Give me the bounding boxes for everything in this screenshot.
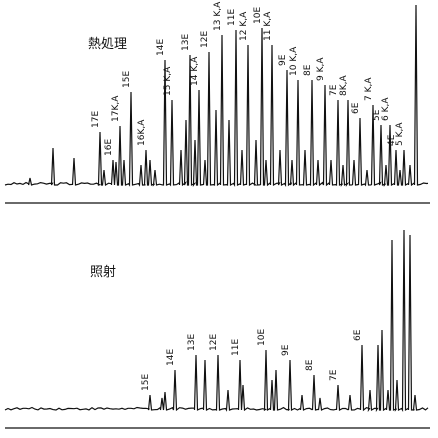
peak-label: 17E [91,111,101,128]
peak-label: 12E [209,334,219,351]
peak-label: 8E [303,64,313,76]
peak-label: 13E [181,34,191,51]
peak-label: 4E [387,134,397,146]
peak-label: 12E [200,31,210,48]
peak-label: 10E [257,329,267,346]
peak-label: 6 K,A [381,97,391,121]
peak-label: 9E [278,54,288,66]
peak-label: 14E [156,39,166,56]
peak-label: 10 K,A [289,46,299,76]
peak-label: 14 K,A [190,56,200,86]
peak-label: 6E [353,329,363,341]
peak-label: 7E [329,369,339,381]
peak-label: 8K,A [339,75,349,96]
peak-label: 8E [305,359,315,371]
peak-label: 5 K,A [395,122,405,146]
peak-label: 6E [351,102,361,114]
chromatogram-trace [4,229,429,413]
peak-label: 13 K,A [213,1,223,31]
peak-label: 7E [329,84,339,96]
peak-label: 7 K,A [364,77,374,101]
peak-label: 13E [187,334,197,351]
peak-label: 14E [166,349,176,366]
panel-title: 熱処理 [88,37,127,52]
peak-label: 11E [231,339,241,356]
peak-label: 12 K,A [239,11,249,41]
panel-title: 照射 [90,264,116,280]
peak-label: 17K,A [111,95,121,122]
peak-label: 11 K,A [263,11,273,41]
peak-label: 10E [253,7,263,24]
chromatogram-trace [4,4,429,188]
peak-label: 16E [104,139,114,156]
peak-label: 15 K,A [163,66,173,96]
peak-label: 15E [141,374,151,391]
peak-label: 5E [372,109,382,121]
peak-label: 11E [227,9,237,26]
peak-label: 9E [281,344,291,356]
peak-label: 16K,A [137,119,147,146]
peak-label: 9 K,A [316,57,326,81]
peak-label: 15E [122,71,132,88]
